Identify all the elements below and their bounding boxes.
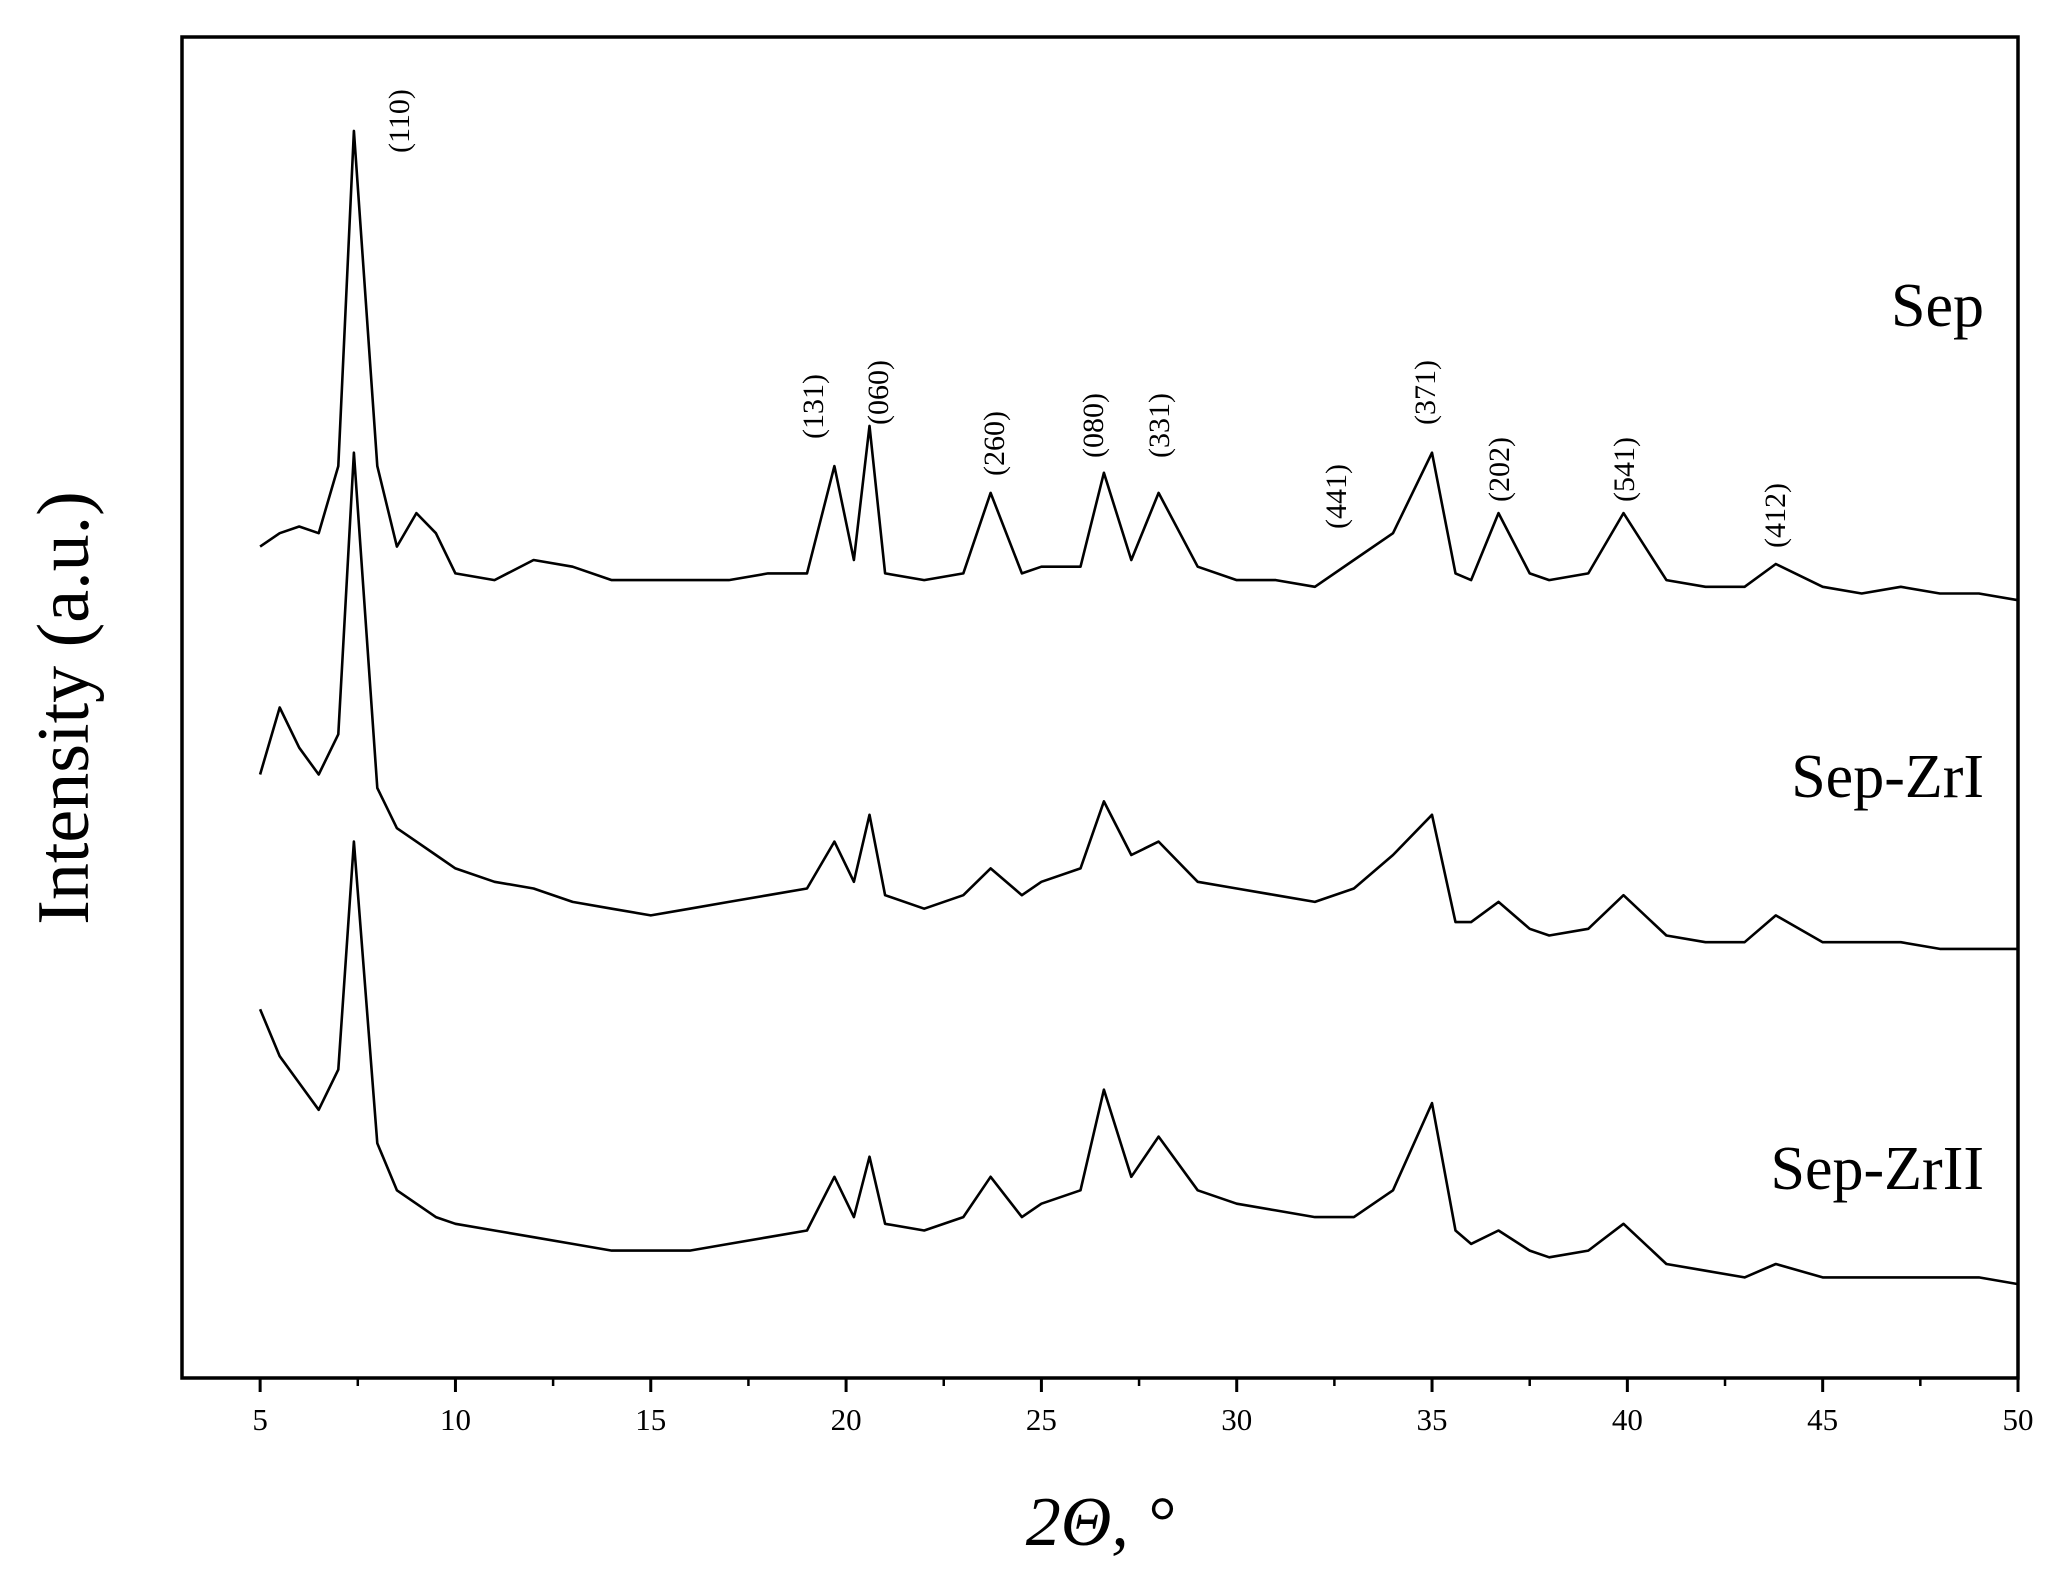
peak-label: (371) bbox=[1409, 360, 1442, 425]
x-tick-label: 15 bbox=[635, 1402, 666, 1437]
x-axis-title: 2Θ, ° bbox=[1026, 1484, 1175, 1561]
x-tick-label: 35 bbox=[1417, 1402, 1448, 1437]
peak-label: (541) bbox=[1608, 437, 1641, 502]
x-tick-label: 20 bbox=[831, 1402, 862, 1437]
peak-label: (131) bbox=[797, 374, 830, 439]
peak-label: (331) bbox=[1143, 393, 1176, 458]
x-tick-label: 45 bbox=[1807, 1402, 1838, 1437]
peak-label: (412) bbox=[1759, 483, 1792, 548]
series-line bbox=[258, 840, 2019, 1286]
x-tick-label: 30 bbox=[1221, 1402, 1252, 1437]
peak-label: (441) bbox=[1320, 464, 1353, 529]
series-label: Sep bbox=[1891, 272, 1984, 340]
y-axis-title: Intensity (a.u.) bbox=[23, 491, 105, 925]
peak-label: (260) bbox=[978, 411, 1011, 476]
plot-frame bbox=[180, 35, 2020, 1380]
peak-label: (202) bbox=[1483, 437, 1516, 502]
peak-label: (080) bbox=[1077, 393, 1110, 458]
x-tick-label: 5 bbox=[252, 1402, 268, 1437]
x-tick-label: 50 bbox=[2003, 1402, 2034, 1437]
peak-labels: (110) (131) (060) (260) (080) (331) (441… bbox=[383, 89, 1792, 548]
x-tick-label: 25 bbox=[1026, 1402, 1057, 1437]
x-tick-label: 10 bbox=[440, 1402, 471, 1437]
x-tick-label: 40 bbox=[1612, 1402, 1643, 1437]
series-label: Sep-ZrII bbox=[1771, 1135, 1984, 1203]
peak-label: (110) bbox=[383, 89, 416, 153]
series-line bbox=[259, 129, 2019, 602]
peak-label: (060) bbox=[862, 360, 895, 425]
series-line bbox=[258, 451, 2018, 951]
series-label: Sep-ZrI bbox=[1791, 743, 1984, 811]
